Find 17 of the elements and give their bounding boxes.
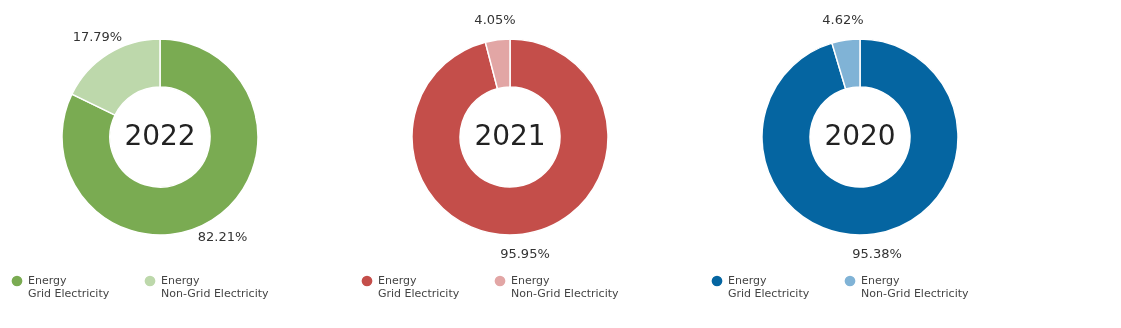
legend-label: Energy Grid Electricity — [728, 274, 810, 300]
data-label: 4.62% — [822, 12, 864, 28]
data-label: 82.21% — [197, 229, 248, 245]
text: 2020 — [824, 119, 896, 152]
legend-label: Energy Grid Electricity — [28, 274, 110, 300]
legend-label: Energy Grid Electricity — [378, 274, 460, 300]
legend-label: Energy Non-Grid Electricity — [861, 274, 970, 300]
donut-slice — [411, 38, 609, 236]
text: 2022 — [124, 119, 196, 152]
text: 2021 — [474, 119, 546, 152]
data-label: 95.38% — [852, 245, 902, 261]
donut-slice — [761, 38, 959, 236]
legend-label: Energy Non-Grid Electricity — [511, 274, 620, 300]
legend-label: Energy Non-Grid Electricity — [161, 274, 270, 300]
data-label: 17.79% — [72, 28, 123, 44]
data-label: 4.05% — [474, 11, 516, 27]
data-label: 95.95% — [500, 246, 550, 262]
